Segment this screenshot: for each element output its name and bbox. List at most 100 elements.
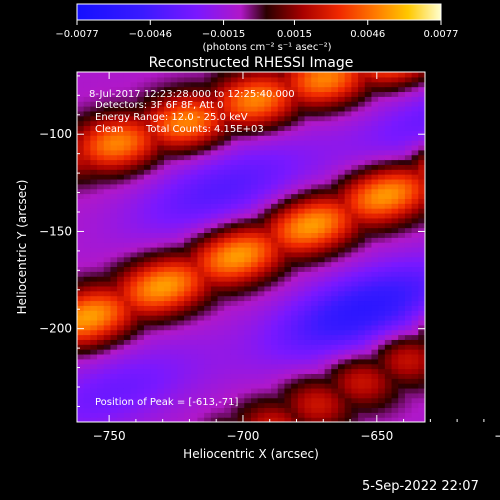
heatmap-cell xyxy=(271,383,279,389)
heatmap-cell xyxy=(83,164,91,170)
heatmap-cell xyxy=(324,140,332,146)
heatmap-cell xyxy=(418,222,425,229)
heatmap-cell xyxy=(157,378,165,384)
heatmap-cell xyxy=(170,217,178,224)
heatmap-cell xyxy=(143,232,152,238)
heatmap-cell xyxy=(404,329,413,336)
heatmap-cell xyxy=(378,271,386,277)
heatmap-cell xyxy=(364,110,373,117)
heatmap-cell xyxy=(398,208,406,214)
heatmap-cell xyxy=(297,222,306,229)
heatmap-cell xyxy=(317,412,326,418)
heatmap-cell xyxy=(157,115,165,122)
heatmap-cell xyxy=(384,237,393,243)
heatmap-cell xyxy=(184,271,192,277)
heatmap-cell xyxy=(77,412,85,418)
heatmap-cell xyxy=(184,169,192,175)
heatmap-cell xyxy=(77,217,85,224)
heatmap-cell xyxy=(90,169,98,175)
heatmap-cell xyxy=(364,402,373,409)
heatmap-cell xyxy=(217,140,225,146)
heatmap-cell xyxy=(197,193,205,199)
heatmap-cell xyxy=(204,247,212,253)
heatmap-cell xyxy=(311,266,319,272)
heatmap-cell xyxy=(204,412,212,418)
heatmap-cell xyxy=(237,319,245,326)
heatmap-cell xyxy=(177,383,185,389)
heatmap-cell xyxy=(277,315,286,321)
heatmap-cell xyxy=(384,81,393,88)
heatmap-cell xyxy=(398,222,406,229)
heatmap-cell xyxy=(344,120,352,127)
heatmap-cell xyxy=(391,368,399,374)
heatmap-cell xyxy=(77,242,85,248)
heatmap-cell xyxy=(83,120,91,127)
heatmap-cell xyxy=(170,417,178,422)
heatmap-cell xyxy=(204,261,212,268)
y-tick-label: −150 xyxy=(39,224,72,238)
heatmap-cell xyxy=(117,373,125,379)
heatmap-cell xyxy=(257,339,265,345)
heatmap-cell xyxy=(97,86,105,93)
heatmap-cell xyxy=(244,188,252,195)
heatmap-cell xyxy=(378,392,386,399)
heatmap-cell xyxy=(324,417,332,422)
heatmap-cell xyxy=(77,110,85,117)
heatmap-cell xyxy=(411,271,419,277)
heatmap-cell xyxy=(83,242,91,248)
heatmap-cell xyxy=(251,222,259,229)
heatmap-cell xyxy=(257,295,265,302)
heatmap-cell xyxy=(230,261,239,268)
heatmap-cell xyxy=(384,247,393,253)
heatmap-cell xyxy=(358,86,366,93)
heatmap-cell xyxy=(83,363,91,370)
heatmap-cell xyxy=(351,407,359,413)
heatmap-cell xyxy=(244,237,252,243)
heatmap-cell xyxy=(358,251,366,258)
heatmap-cell xyxy=(384,266,393,272)
heatmap-cell xyxy=(197,315,205,321)
heatmap-cell xyxy=(164,72,172,78)
heatmap-cell xyxy=(251,227,259,234)
heatmap-cell xyxy=(271,417,279,422)
heatmap-cell xyxy=(117,305,125,311)
heatmap-cell xyxy=(338,242,346,248)
heatmap-cell xyxy=(331,130,339,136)
heatmap-cell xyxy=(184,305,192,311)
heatmap-cell xyxy=(237,247,245,253)
heatmap-cell xyxy=(123,96,132,102)
heatmap-cell xyxy=(251,281,259,287)
heatmap-cell xyxy=(418,217,425,224)
heatmap-cell xyxy=(237,96,245,102)
heatmap-cell xyxy=(150,86,158,93)
heatmap-cell xyxy=(398,271,406,277)
heatmap-cell xyxy=(190,159,199,165)
heatmap-cell xyxy=(97,339,105,345)
heatmap-cell xyxy=(177,110,185,117)
heatmap-cell xyxy=(150,412,158,418)
heatmap-cell xyxy=(418,232,425,238)
heatmap-cell xyxy=(184,392,192,399)
heatmap-cell xyxy=(150,140,158,146)
heatmap-cell xyxy=(411,222,419,229)
heatmap-cell xyxy=(384,232,393,238)
heatmap-cell xyxy=(411,140,419,146)
heatmap-cell xyxy=(271,169,279,175)
heatmap-cell xyxy=(338,334,346,340)
heatmap-cell xyxy=(170,407,178,413)
heatmap-cell xyxy=(150,159,158,165)
heatmap-cell xyxy=(117,178,125,185)
heatmap-cell xyxy=(210,183,219,190)
heatmap-cell xyxy=(90,149,98,156)
heatmap-cell xyxy=(358,135,366,141)
heatmap-cell xyxy=(83,208,91,214)
heatmap-cell xyxy=(378,188,386,195)
heatmap-cell xyxy=(398,276,406,282)
heatmap-cell xyxy=(197,169,205,175)
heatmap-cell xyxy=(90,392,98,399)
heatmap-cell xyxy=(371,344,379,350)
heatmap-cell xyxy=(284,290,292,297)
heatmap-cell xyxy=(157,358,165,365)
heatmap-cell xyxy=(317,178,326,185)
heatmap-cell xyxy=(164,169,172,175)
